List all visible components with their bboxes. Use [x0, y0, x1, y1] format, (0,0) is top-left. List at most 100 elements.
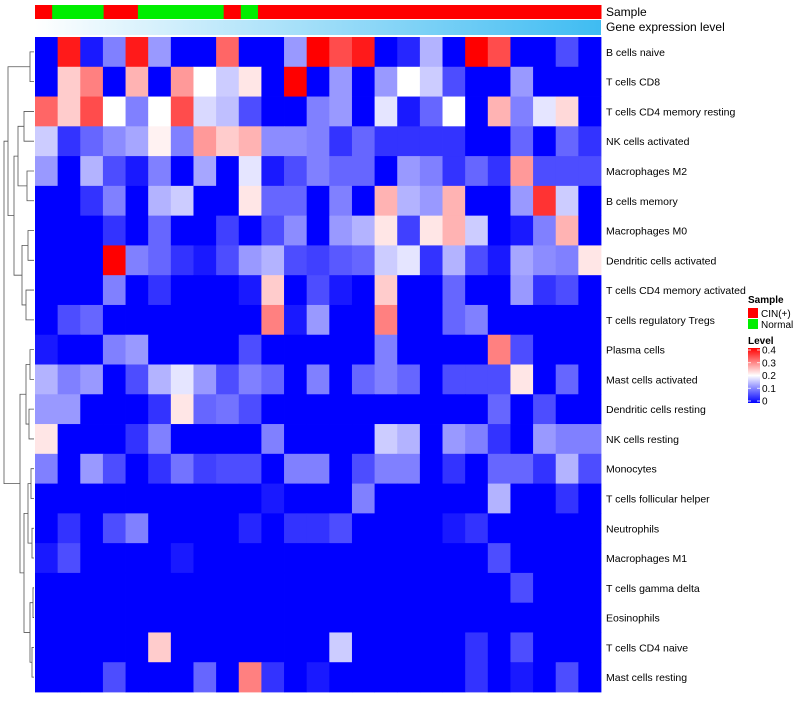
heatmap-cell	[216, 304, 240, 336]
heatmap-cell	[148, 543, 172, 574]
heatmap-cell	[510, 185, 534, 217]
heatmap-cell	[465, 304, 489, 336]
heatmap-cell	[148, 483, 172, 514]
heatmap-cell	[351, 126, 375, 157]
heatmap-cell	[148, 364, 172, 395]
heatmap-cell	[465, 394, 489, 425]
heatmap-cell	[306, 394, 330, 425]
heatmap-cells	[35, 37, 602, 693]
sample-annotation-cell	[412, 5, 430, 19]
heatmap-cell	[510, 632, 534, 663]
heatmap-cell	[238, 543, 262, 574]
heatmap-cell	[238, 245, 262, 276]
heatmap-cell	[170, 572, 194, 604]
heatmap-cell	[487, 483, 511, 514]
heatmap-cell	[148, 66, 172, 97]
sample-annotation-cell	[257, 5, 276, 19]
heatmap-cell	[148, 572, 172, 604]
heatmap-cell	[170, 96, 194, 127]
heatmap-cell	[533, 185, 557, 217]
heatmap-cell	[533, 275, 557, 306]
sample-annotation-cell	[583, 5, 602, 19]
heatmap-cell	[442, 662, 466, 693]
sample-annotation-cell	[52, 5, 70, 19]
heatmap-cell	[397, 275, 421, 306]
heatmap-cell	[351, 185, 375, 217]
heatmap-cell	[555, 632, 579, 663]
heatmap-cell	[555, 364, 579, 395]
heatmap-cell	[306, 126, 330, 157]
heatmap-cell	[102, 543, 126, 574]
heatmap-cell	[442, 185, 466, 217]
heatmap-cell	[80, 364, 104, 395]
heatmap-cell	[284, 66, 308, 97]
heatmap-cell	[80, 513, 104, 544]
heatmap-cell	[578, 215, 602, 246]
heatmap-cell	[125, 334, 149, 365]
sample-annotation-cell	[172, 5, 190, 19]
heatmap-cell	[170, 394, 194, 425]
heatmap-cell	[216, 215, 240, 246]
heatmap-cell	[510, 602, 534, 633]
heatmap-cell	[397, 126, 421, 157]
heatmap-cell	[487, 66, 511, 97]
heatmap-cell	[193, 275, 217, 306]
heatmap-cell	[306, 275, 330, 306]
heatmap-cell	[465, 453, 489, 484]
heatmap-cell	[284, 513, 308, 544]
heatmap-cell	[578, 275, 602, 306]
row-label: Dendritic cells resting	[606, 404, 706, 416]
sample-legend-swatch	[748, 308, 758, 318]
heatmap-cell	[397, 453, 421, 484]
heatmap-cell	[487, 245, 511, 276]
heatmap-cell	[170, 513, 194, 544]
row-label: NK cells resting	[606, 434, 679, 446]
heatmap-cell	[80, 304, 104, 336]
heatmap-cell	[510, 37, 534, 68]
heatmap-cell	[351, 364, 375, 395]
heatmap-cell	[306, 632, 330, 663]
sample-annotation-cell	[120, 5, 139, 19]
heatmap-cell	[329, 215, 353, 246]
heatmap-cell	[419, 424, 443, 455]
heatmap-cell	[216, 513, 240, 544]
heatmap-cell	[170, 453, 194, 484]
heatmap-cell	[261, 513, 285, 544]
heatmap-cell	[148, 126, 172, 157]
dendrogram-branch	[25, 289, 34, 321]
heatmap-cell	[374, 275, 398, 306]
heatmap-cell	[284, 572, 308, 604]
heatmap-cell	[216, 483, 240, 514]
sample-annotation-cell	[326, 5, 345, 19]
sample-legend-title: Sample	[748, 295, 784, 306]
heatmap-cell	[487, 334, 511, 365]
heatmap-cell	[329, 96, 353, 127]
heatmap-cell	[261, 37, 285, 68]
heatmap-cell	[442, 572, 466, 604]
heatmap-cell	[238, 394, 262, 425]
row-label: Macrophages M1	[606, 553, 687, 565]
heatmap-cell	[261, 304, 285, 336]
heatmap-cell	[533, 602, 557, 633]
heatmap-cell	[261, 245, 285, 276]
heatmap-cell	[578, 483, 602, 514]
level-legend-label: 0.3	[762, 358, 776, 369]
heatmap-cell	[465, 37, 489, 68]
heatmap-cell	[578, 334, 602, 365]
heatmap-cell	[510, 453, 534, 484]
heatmap-cell	[238, 424, 262, 455]
heatmap-cell	[57, 275, 81, 306]
heatmap-cell	[397, 304, 421, 336]
heatmap-cell	[57, 602, 81, 633]
heatmap-cell	[578, 543, 602, 574]
heatmap-cell	[148, 453, 172, 484]
heatmap-cell	[193, 483, 217, 514]
heatmap-cell	[170, 185, 194, 217]
heatmap-cell	[238, 453, 262, 484]
heatmap-cell	[216, 126, 240, 157]
heatmap-cell	[329, 662, 353, 693]
heatmap-cell	[374, 156, 398, 187]
sample-annotation-cell	[309, 5, 328, 19]
heatmap-cell	[148, 245, 172, 276]
